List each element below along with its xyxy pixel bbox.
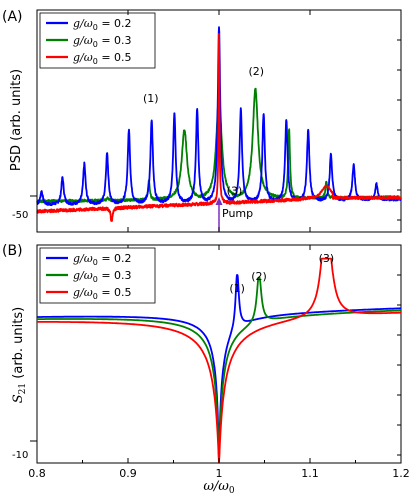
panel-b-xtick-label-5: 1.2 — [392, 467, 410, 480]
panel-a-legend-label-2: g/ω0 = 0.3 — [73, 34, 132, 49]
panel-b-legend-label-3: g/ω0 = 0.5 — [73, 286, 132, 301]
panel-a-legend-label-1: g/ω0 = 0.2 — [73, 17, 132, 32]
panel-b-legend-label-2: g/ω0 = 0.3 — [73, 269, 132, 284]
panel-b-legend: g/ω0 = 0.2 g/ω0 = 0.3 g/ω0 = 0.5 — [39, 247, 156, 304]
panel-b-annotation-3: (3) — [319, 252, 335, 265]
panel-b-annotation-1: (1) — [229, 282, 245, 295]
panel-b-annotation-2: (2) — [251, 270, 267, 283]
panel-a-scale-label: -50 — [12, 210, 28, 221]
panel-a-annotation-4: Pump — [222, 207, 253, 220]
panel-b-series-line-2 — [36, 276, 402, 464]
panel-b-xtick-label-1: 0.8 — [28, 467, 46, 480]
panel-b-xlabel: ω/ω0 — [203, 479, 235, 495]
panel-a-legend: g/ω0 = 0.2 g/ω0 = 0.3 g/ω0 = 0.5 — [39, 12, 156, 69]
panel-b-label: (B) — [2, 243, 23, 259]
panel-a-label: (A) — [2, 9, 23, 25]
panel-b-xticks: 0.8 0.9 1 1.1 1.2 — [28, 245, 410, 480]
panel-a-series-line-1 — [36, 26, 402, 207]
panel-b-xtick-label-2: 0.9 — [119, 467, 137, 480]
panel-b-xtick-label-3: 1 — [216, 467, 223, 480]
panel-a-scale-bar: -50 — [12, 195, 38, 232]
panel-a-annotations: (1) (2) (3) Pump — [143, 65, 264, 220]
panel-a-ylabel: PSD (arb. units) — [9, 69, 24, 171]
panel-a-annotation-1: (1) — [143, 92, 159, 105]
panel-a-series-line-3 — [36, 33, 402, 222]
svg-text:S21 (arb. units): S21 (arb. units) — [11, 307, 28, 403]
panel-b: (B) S21 (arb. units) -10 0.8 0.9 1 1.1 1.2 ω… — [2, 243, 410, 495]
panel-a: (A) PSD (arb. units) -50 (1) (2) (3) Pump g… — [2, 9, 402, 233]
panel-b-legend-label-1: g/ω0 = 0.2 — [73, 252, 132, 267]
panel-a-annotation-3: (3) — [227, 184, 243, 197]
panel-a-legend-label-3: g/ω0 = 0.5 — [73, 51, 132, 66]
panel-a-series — [36, 26, 402, 222]
panel-b-scale-bar: -10 — [12, 440, 38, 463]
panel-b-ylabel: S21 (arb. units) — [11, 307, 28, 403]
panel-b-annotations: (1) (2) (3) — [229, 252, 334, 295]
panel-b-xtick-label-4: 1.1 — [301, 467, 319, 480]
panel-b-scale-label: -10 — [12, 450, 28, 461]
panel-a-annotation-2: (2) — [249, 65, 265, 78]
